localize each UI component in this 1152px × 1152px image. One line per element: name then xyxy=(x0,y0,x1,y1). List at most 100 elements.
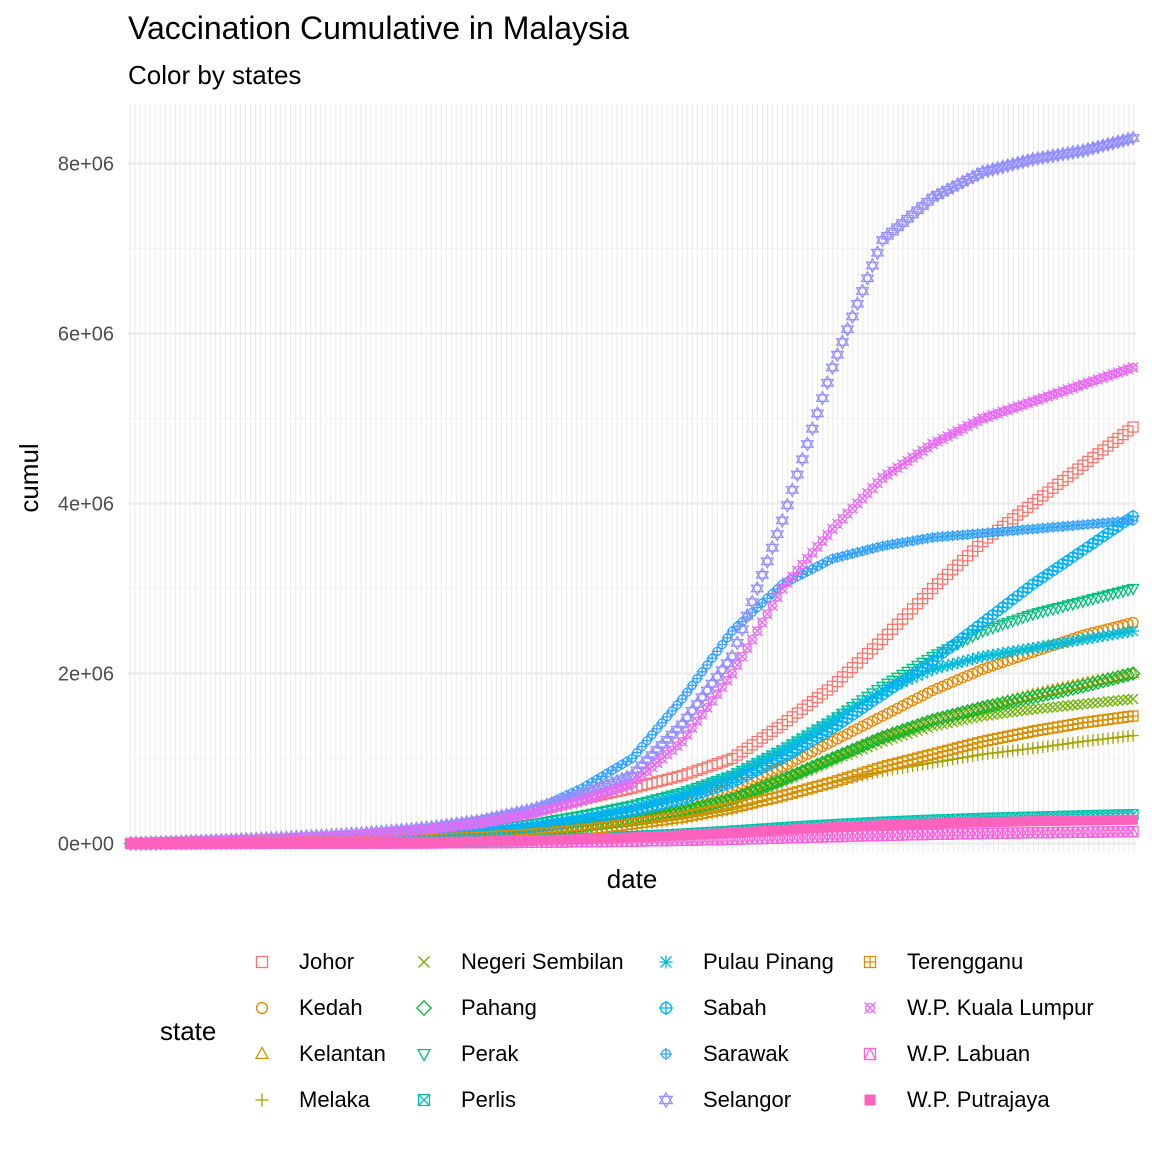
data-point xyxy=(1092,697,1104,709)
data-point xyxy=(1026,642,1039,654)
data-point xyxy=(1107,695,1119,707)
data-point xyxy=(941,678,954,690)
data-point xyxy=(1072,699,1084,711)
data-point xyxy=(736,651,748,662)
data-point xyxy=(840,744,855,760)
data-point xyxy=(966,653,979,666)
data-point xyxy=(1127,362,1139,373)
data-point xyxy=(796,732,809,745)
data-point xyxy=(1101,629,1114,642)
data-point xyxy=(860,736,875,752)
y-tick-label: 2e+06 xyxy=(58,664,114,686)
data-point xyxy=(779,770,795,786)
data-point xyxy=(1021,642,1034,655)
data-point xyxy=(1027,703,1039,715)
legend-key-kelantan xyxy=(254,1046,270,1060)
data-point xyxy=(941,659,954,672)
data-point xyxy=(764,776,780,792)
data-point xyxy=(961,750,974,763)
data-point xyxy=(1051,738,1064,751)
data-point xyxy=(1036,740,1049,753)
data-point xyxy=(781,577,793,589)
data-point xyxy=(967,667,979,680)
legend-key-kedah xyxy=(255,1001,269,1015)
data-point xyxy=(774,772,790,788)
data-point xyxy=(826,714,839,727)
data-point xyxy=(850,740,865,756)
data-point xyxy=(731,659,743,671)
data-point xyxy=(766,749,779,762)
data-point xyxy=(1036,640,1049,653)
data-point xyxy=(761,608,773,620)
data-point xyxy=(1066,635,1079,648)
data-point xyxy=(1001,646,1014,659)
legend-title: state xyxy=(160,1016,217,1046)
series-layer xyxy=(123,130,1141,852)
legend-label: Kelantan xyxy=(299,1041,386,1066)
data-point xyxy=(731,766,744,779)
legend-label: Sarawak xyxy=(703,1041,789,1066)
legend-key-perak xyxy=(416,1048,432,1062)
data-point xyxy=(1061,636,1074,649)
data-point xyxy=(982,661,994,674)
data-point xyxy=(1127,421,1139,433)
data-point xyxy=(1022,704,1034,716)
data-point xyxy=(791,735,804,748)
data-point xyxy=(962,669,974,682)
legend-label: W.P. Putrajaya xyxy=(907,1087,1050,1112)
data-point xyxy=(821,529,833,541)
data-point xyxy=(1127,625,1139,637)
data-point xyxy=(905,663,920,676)
data-point xyxy=(936,680,949,692)
data-point xyxy=(821,717,834,730)
data-point xyxy=(1056,636,1069,649)
legend-key-sabah xyxy=(658,1000,674,1016)
chart-title: Vaccination Cumulative in Malaysia xyxy=(128,10,629,46)
data-point xyxy=(1076,633,1089,646)
data-point xyxy=(761,751,774,764)
data-point xyxy=(1002,707,1014,719)
data-point xyxy=(726,668,738,679)
data-point xyxy=(791,565,803,577)
data-point xyxy=(819,753,835,769)
data-point xyxy=(1041,639,1054,652)
legend-key-w-p-kuala-lumpur xyxy=(864,1002,876,1014)
y-gridlines xyxy=(128,162,1136,845)
data-point xyxy=(784,768,800,783)
data-point xyxy=(1071,634,1084,647)
data-point xyxy=(931,649,945,662)
data-point xyxy=(1061,737,1074,750)
data-point xyxy=(976,700,990,713)
legend-label: Perak xyxy=(461,1041,519,1066)
legend-label: Pulau Pinang xyxy=(703,949,834,974)
y-axis-title: cumul xyxy=(14,443,44,512)
data-point xyxy=(855,738,870,754)
data-point xyxy=(726,769,739,782)
data-point xyxy=(1087,697,1099,709)
legend-label: Terengganu xyxy=(907,949,1024,974)
data-point xyxy=(829,748,845,764)
data-point xyxy=(1077,698,1089,710)
data-point xyxy=(957,672,969,684)
legend-label: Melaka xyxy=(299,1087,370,1112)
legend-key-pulau-pinang xyxy=(659,955,673,969)
data-point xyxy=(1116,626,1129,639)
data-point xyxy=(814,755,830,771)
legend-label: Kedah xyxy=(299,995,363,1020)
data-point xyxy=(1057,700,1069,712)
legend-label: W.P. Kuala Lumpur xyxy=(907,995,1094,1020)
data-point xyxy=(1126,666,1140,679)
legend-key-w-p-labuan xyxy=(863,1047,877,1061)
data-point xyxy=(1007,706,1019,718)
data-point xyxy=(1112,695,1124,706)
data-point xyxy=(1125,666,1141,681)
legend-label: Johor xyxy=(299,949,355,974)
data-point xyxy=(806,726,819,739)
data-point xyxy=(966,749,979,762)
data-point xyxy=(991,647,1004,660)
data-point xyxy=(1127,693,1139,705)
data-point xyxy=(746,759,759,772)
data-point xyxy=(841,705,854,718)
data-point xyxy=(971,651,984,664)
data-point xyxy=(966,702,980,715)
